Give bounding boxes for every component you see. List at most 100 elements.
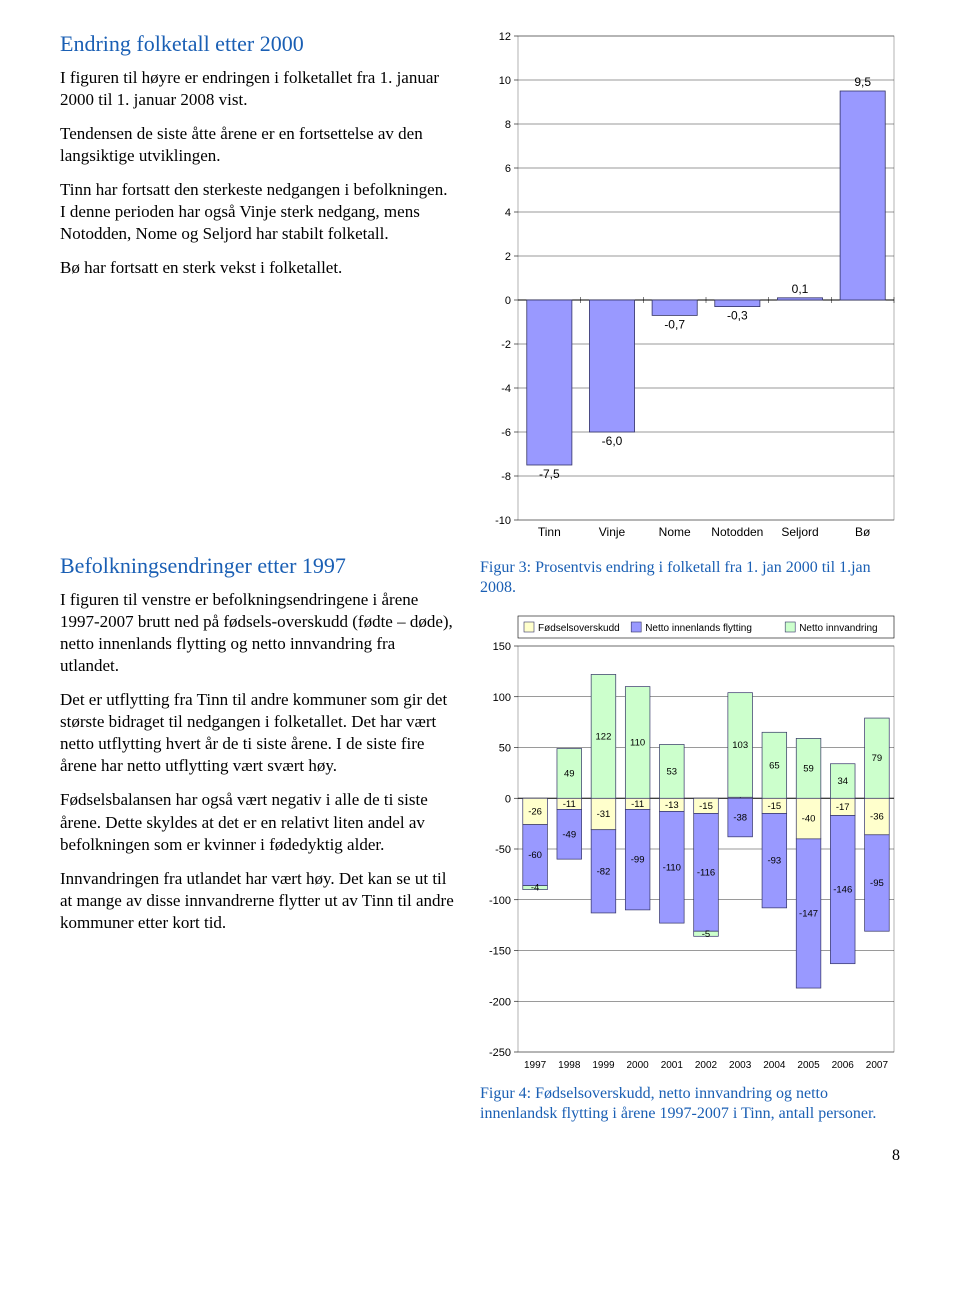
- svg-text:-200: -200: [489, 996, 511, 1008]
- svg-text:2003: 2003: [729, 1060, 752, 1071]
- svg-text:-8: -8: [501, 471, 511, 483]
- svg-text:2005: 2005: [797, 1060, 820, 1071]
- section2-heading: Befolkningsendringer etter 1997: [60, 552, 456, 581]
- svg-text:10: 10: [499, 75, 511, 87]
- svg-text:-7,5: -7,5: [539, 467, 560, 481]
- svg-text:-15: -15: [699, 801, 713, 812]
- svg-text:65: 65: [769, 760, 780, 771]
- svg-text:Fødselsoverskudd: Fødselsoverskudd: [538, 623, 620, 634]
- svg-text:-110: -110: [663, 862, 681, 873]
- svg-text:1999: 1999: [592, 1060, 615, 1071]
- bottom-row: Befolkningsendringer etter 1997 I figure…: [60, 552, 900, 1136]
- section2-p3: Fødselsbalansen har også vært negativ i …: [60, 789, 456, 855]
- svg-text:1998: 1998: [558, 1060, 581, 1071]
- svg-text:103: 103: [732, 740, 748, 751]
- svg-text:-17: -17: [836, 802, 850, 813]
- chart2-caption: Figur 4: Fødselsoverskudd, netto innvand…: [480, 1084, 900, 1124]
- section1-p2: Tendensen de siste åtte årene er en fort…: [60, 123, 456, 167]
- svg-text:8: 8: [505, 119, 511, 131]
- section2-p2: Det er utflytting fra Tinn til andre kom…: [60, 689, 456, 777]
- svg-text:-250: -250: [489, 1047, 511, 1059]
- svg-text:0: 0: [505, 793, 511, 805]
- svg-text:4: 4: [505, 207, 511, 219]
- svg-text:-4: -4: [501, 383, 511, 395]
- svg-text:-36: -36: [870, 812, 884, 823]
- section1-p4: Bø har fortsatt en sterk vekst i folketa…: [60, 257, 456, 279]
- svg-text:2007: 2007: [866, 1060, 889, 1071]
- svg-text:2002: 2002: [695, 1060, 718, 1071]
- svg-text:6: 6: [505, 163, 511, 175]
- svg-text:0: 0: [505, 295, 511, 307]
- svg-text:-99: -99: [631, 855, 645, 866]
- svg-text:-0,3: -0,3: [727, 309, 748, 323]
- svg-text:Seljord: Seljord: [781, 525, 818, 539]
- svg-text:-150: -150: [489, 946, 511, 958]
- svg-text:2006: 2006: [832, 1060, 855, 1071]
- svg-text:-13: -13: [665, 800, 679, 811]
- svg-text:-11: -11: [631, 799, 644, 810]
- svg-text:-100: -100: [489, 895, 511, 907]
- svg-text:-4: -4: [531, 883, 539, 894]
- svg-text:-146: -146: [833, 885, 852, 896]
- svg-text:-95: -95: [870, 878, 884, 889]
- svg-text:-40: -40: [802, 814, 816, 825]
- svg-text:Notodden: Notodden: [711, 525, 763, 539]
- svg-text:34: 34: [837, 776, 848, 787]
- svg-text:2001: 2001: [661, 1060, 684, 1071]
- svg-text:-5: -5: [702, 929, 710, 940]
- svg-text:-93: -93: [767, 856, 781, 867]
- svg-text:-6: -6: [501, 427, 511, 439]
- section1-p3: Tinn har fortsatt den sterkeste nedgange…: [60, 179, 456, 245]
- svg-text:Netto innvandring: Netto innvandring: [799, 623, 877, 634]
- svg-text:-38: -38: [733, 813, 747, 824]
- svg-text:110: 110: [630, 738, 645, 749]
- svg-text:-82: -82: [597, 866, 611, 877]
- chart1-caption: Figur 3: Prosentvis endring i folketall …: [480, 558, 900, 598]
- svg-text:-2: -2: [501, 339, 511, 351]
- svg-text:2000: 2000: [627, 1060, 650, 1071]
- svg-text:-6,0: -6,0: [602, 434, 623, 448]
- chart1-container: -10 -8 -6 -4 -2 0 2 4 6 8 10 12 -7,5 -6,0 -0,7 -0,3 0,1 9…: [480, 30, 900, 546]
- svg-text:122: 122: [596, 731, 612, 742]
- chart1: -10 -8 -6 -4 -2 0 2 4 6 8 10 12 -7,5 -6,0 -0,7 -0,3 0,1 9…: [480, 30, 900, 540]
- svg-text:-50: -50: [495, 844, 511, 856]
- svg-text:-49: -49: [562, 829, 576, 840]
- svg-text:-60: -60: [528, 850, 542, 861]
- svg-text:49: 49: [564, 768, 575, 779]
- svg-text:59: 59: [803, 763, 814, 774]
- svg-text:Tinn: Tinn: [538, 525, 561, 539]
- svg-text:-147: -147: [799, 909, 818, 920]
- svg-text:Bø: Bø: [855, 525, 871, 539]
- top-row: Endring folketall etter 2000 I figuren t…: [60, 30, 900, 546]
- svg-text:Netto innenlands flytting: Netto innenlands flytting: [645, 623, 752, 634]
- svg-text:0,1: 0,1: [792, 282, 809, 296]
- svg-text:Nome: Nome: [659, 525, 691, 539]
- section2-p1: I figuren til venstre er befolkningsendr…: [60, 589, 456, 677]
- svg-text:53: 53: [667, 766, 678, 777]
- section2-p4: Innvandringen fra utlandet har vært høy.…: [60, 868, 456, 934]
- section1-text: Endring folketall etter 2000 I figuren t…: [60, 30, 456, 546]
- svg-text:2: 2: [505, 251, 511, 263]
- section1-heading: Endring folketall etter 2000: [60, 30, 456, 59]
- svg-text:Vinje: Vinje: [599, 525, 626, 539]
- chart2-column: Figur 3: Prosentvis endring i folketall …: [480, 552, 900, 1136]
- chart2: Fødselsoverskudd Netto innenlands flyttin…: [480, 612, 900, 1072]
- svg-text:12: 12: [499, 31, 511, 43]
- svg-text:-116: -116: [697, 867, 715, 878]
- svg-text:100: 100: [493, 692, 511, 704]
- svg-text:9,5: 9,5: [854, 75, 871, 89]
- svg-text:-31: -31: [597, 809, 611, 820]
- svg-text:-0,7: -0,7: [664, 317, 685, 331]
- svg-text:2004: 2004: [763, 1060, 786, 1071]
- svg-text:150: 150: [493, 641, 511, 653]
- section1-p1: I figuren til høyre er endringen i folke…: [60, 67, 456, 111]
- svg-text:50: 50: [499, 743, 511, 755]
- svg-text:-11: -11: [563, 799, 576, 810]
- svg-text:79: 79: [872, 753, 883, 764]
- svg-text:-26: -26: [528, 807, 542, 818]
- svg-text:-15: -15: [767, 801, 781, 812]
- svg-text:-10: -10: [495, 515, 511, 527]
- svg-text:1997: 1997: [524, 1060, 547, 1071]
- section2-text: Befolkningsendringer etter 1997 I figure…: [60, 552, 456, 1136]
- page-number: 8: [60, 1146, 900, 1167]
